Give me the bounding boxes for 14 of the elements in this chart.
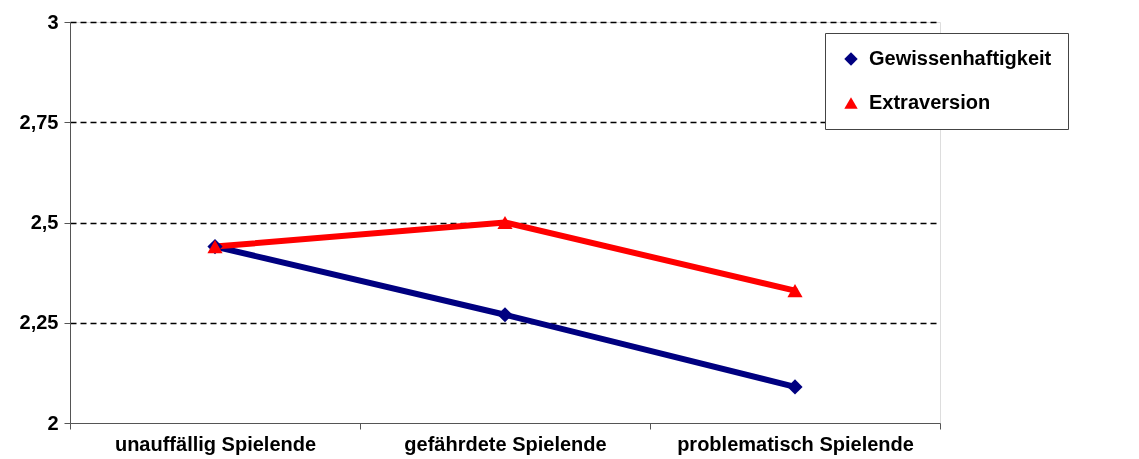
point <box>787 284 803 298</box>
point <box>497 215 513 230</box>
x-tick-label: gefährdete Spielende <box>404 432 607 455</box>
y-tick-label: 2,75 <box>19 110 59 133</box>
y-tick-label: 2 <box>47 411 59 434</box>
x-tick-label: problematisch Spielende <box>677 432 914 455</box>
point <box>787 379 803 395</box>
y-tick-label: 2,25 <box>19 311 59 334</box>
legend-label: Extraversion <box>869 91 991 113</box>
x-tick-label: unauffällig Spielende <box>114 432 317 455</box>
y-tick-label: 3 <box>47 10 59 33</box>
legend-label: Gewissenhaftigkeit <box>869 47 1052 69</box>
y-tick-label: 2,5 <box>30 211 59 233</box>
point <box>497 307 513 323</box>
